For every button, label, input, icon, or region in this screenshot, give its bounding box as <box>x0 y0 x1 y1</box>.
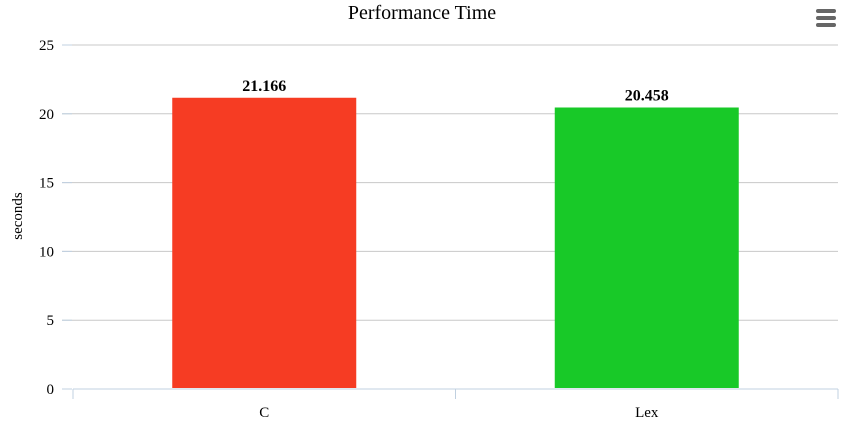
bars <box>172 97 739 389</box>
y-tick-label: 0 <box>47 382 55 398</box>
data-label: 21.166 <box>242 78 286 95</box>
y-tick-label: 25 <box>39 38 54 54</box>
bar[interactable] <box>172 97 357 389</box>
y-tick-label: 10 <box>39 244 54 260</box>
y-tick-label: 15 <box>39 176 54 192</box>
y-tick-label: 20 <box>39 107 54 123</box>
data-label: 20.458 <box>625 87 669 104</box>
y-axis-label: seconds <box>10 192 26 240</box>
y-axis-ticks: 0 5 10 15 20 25 <box>39 38 72 398</box>
x-tick-label: Lex <box>635 405 659 421</box>
x-axis: C Lex <box>72 388 839 421</box>
bar[interactable] <box>554 107 739 388</box>
y-tick-label: 5 <box>47 313 55 329</box>
chart-title: Performance Time <box>348 2 496 24</box>
hamburger-menu-icon[interactable] <box>816 9 836 27</box>
x-tick-label: C <box>259 405 269 421</box>
data-labels: 21.166 20.458 <box>242 78 669 105</box>
